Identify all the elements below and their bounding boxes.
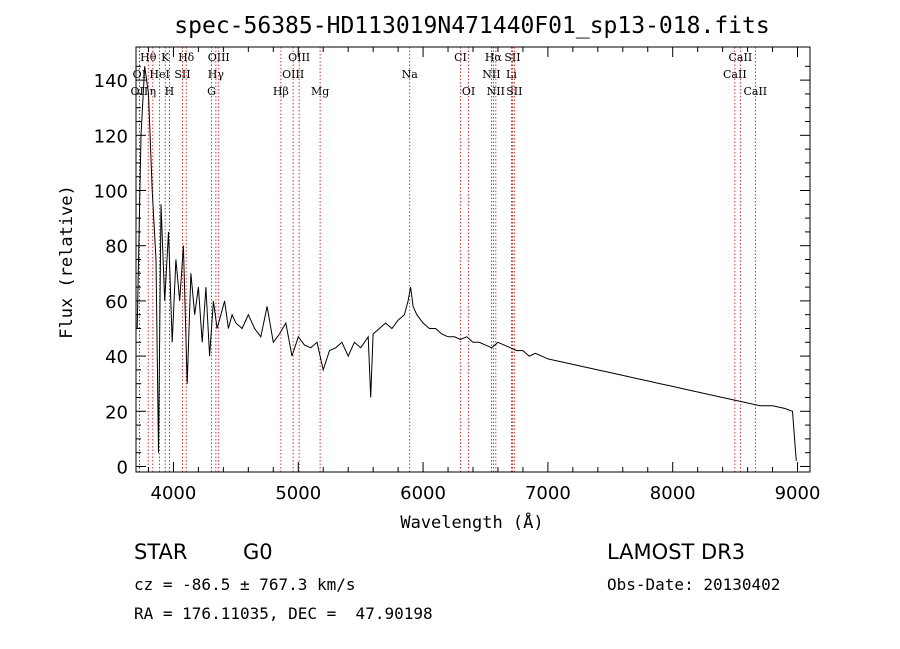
- spectral-line-label: SII: [174, 68, 190, 81]
- spectral-line-label: OIII: [282, 68, 304, 81]
- spectral-line-label: OIII: [208, 51, 230, 64]
- y-axis-label: Flux (relative): [57, 185, 77, 339]
- spectral-line-label: Hβ: [273, 85, 289, 98]
- spectral-line-label: CI: [454, 51, 467, 64]
- spectral-line-label: CaII: [729, 51, 753, 64]
- spectral-line-label: CaII: [723, 68, 747, 81]
- x-tick-label: 6000: [400, 483, 446, 504]
- x-tick-label: 7000: [525, 483, 571, 504]
- x-tick-label: 8000: [650, 483, 696, 504]
- y-tick-label: 120: [94, 126, 128, 147]
- y-tick-label: 60: [105, 292, 128, 313]
- spectral-line-label: H: [165, 85, 175, 98]
- redshift-readout: cz = -86.5 ± 767.3 km/s: [134, 575, 356, 594]
- spectral-line-label: Hδ: [178, 51, 195, 64]
- spectral-line-label: OII: [131, 85, 149, 98]
- spectral-line-label: CaII: [743, 85, 767, 98]
- axis-ticks: 4000 5000 6000 7000 8000 9000 0 20 40 60 80 100 120 1…: [94, 47, 821, 504]
- object-subclass: G0: [243, 540, 273, 564]
- y-tick-label: 40: [105, 347, 128, 368]
- survey-name: LAMOST DR3: [607, 540, 746, 564]
- spectral-line-label: HeI: [149, 68, 169, 81]
- spectral-line-label: NII: [487, 85, 505, 98]
- spectral-line-label: η: [150, 85, 157, 98]
- spectral-line-label: Mg: [311, 85, 329, 98]
- spectral-line-label: SII: [506, 85, 522, 98]
- spectral-line-markers: [138, 47, 756, 472]
- y-tick-label: 80: [105, 237, 128, 258]
- y-tick-label: 20: [105, 402, 128, 423]
- obs-date: Obs-Date: 20130402: [607, 575, 781, 594]
- spectral-line-label: OI: [462, 85, 475, 98]
- y-tick-label: 140: [94, 71, 128, 92]
- spectrum-series: [136, 66, 797, 462]
- spectral-line-label: K: [161, 51, 170, 64]
- object-class: STAR: [134, 540, 188, 564]
- plot-frame: [135, 46, 811, 473]
- spectral-line-label: Li: [506, 68, 517, 81]
- spectral-line-label: Hθ: [140, 51, 157, 64]
- y-tick-label: 0: [117, 457, 128, 478]
- x-tick-label: 5000: [275, 483, 321, 504]
- spectral-line-label: Hα: [485, 51, 503, 64]
- x-tick-label: 4000: [151, 483, 197, 504]
- spectral-line-label: G: [207, 85, 216, 98]
- spectral-line-label: OIII: [288, 51, 310, 64]
- y-tick-label: 100: [94, 182, 128, 203]
- coordinates: RA = 176.11035, DEC = 47.90198: [134, 604, 433, 623]
- x-tick-label: 9000: [775, 483, 821, 504]
- chart-title: spec-56385-HD113019N471440F01_sp13-018.f…: [174, 13, 769, 39]
- spectral-line-label: SII: [504, 51, 520, 64]
- x-axis-label: Wavelength (Å): [400, 511, 543, 533]
- spectral-line-label: NII: [482, 68, 500, 81]
- spectral-line-label: Hγ: [208, 68, 225, 81]
- spectral-line-label: Na: [402, 68, 419, 81]
- spectrum-line: [136, 66, 797, 462]
